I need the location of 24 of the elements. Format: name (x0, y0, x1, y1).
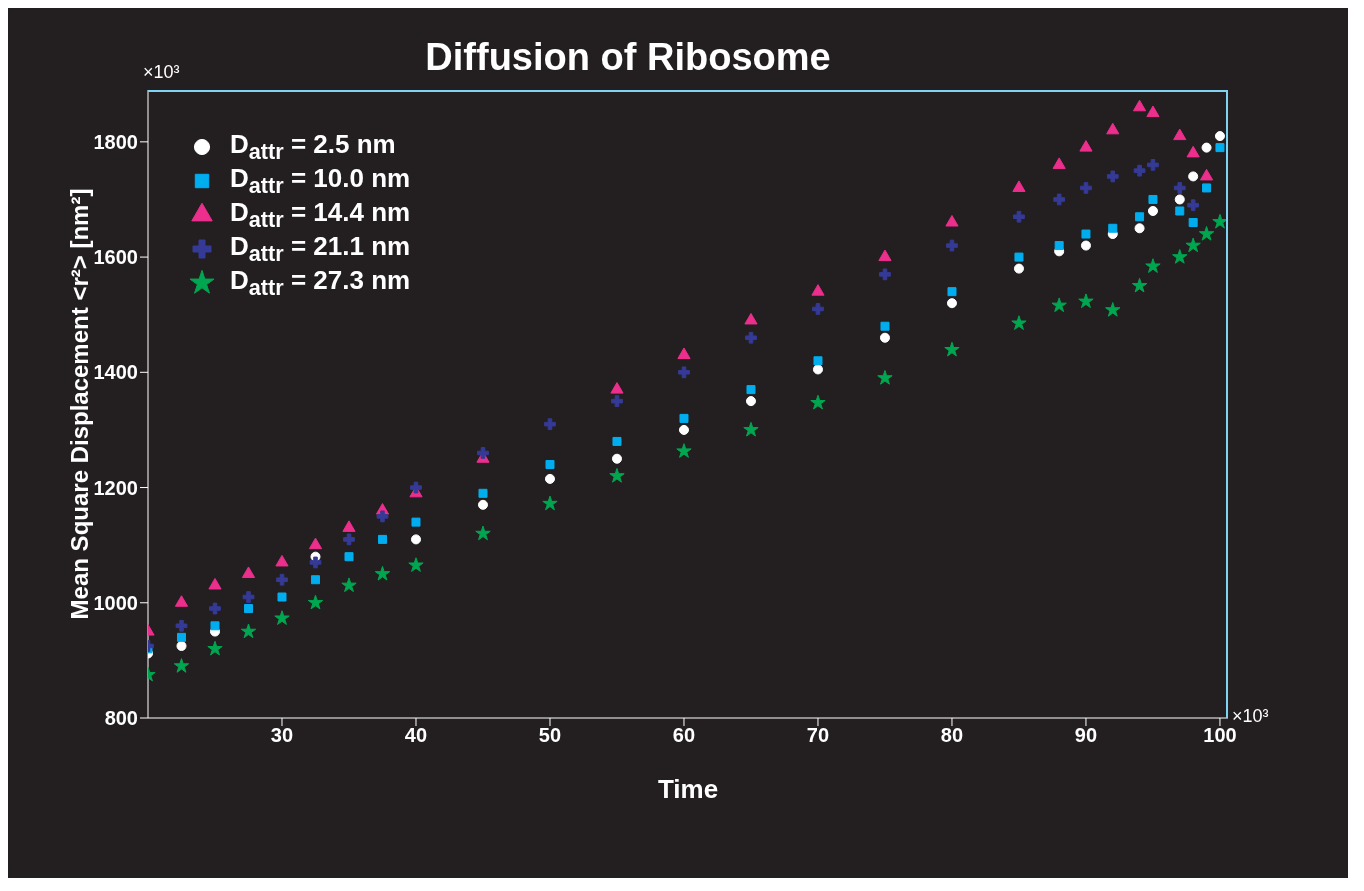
x-tick-label: 100 (1203, 724, 1237, 747)
text: ×10³ (143, 62, 180, 83)
y-tick-label: 1200 (93, 476, 138, 499)
legend-label: D$_{attr}$ = 10.0 nm (230, 162, 411, 199)
y-tick-label: 1600 (93, 246, 138, 269)
x-tick-label: 80 (940, 724, 964, 747)
x-tick-label: 40 (404, 724, 428, 747)
legend-label: D$_{attr}$ = 27.3 nm (230, 264, 411, 302)
y-tick-label: 1400 (93, 361, 138, 384)
y-axis-title: Mean Square Displacement <r²> [nm²] (66, 188, 93, 620)
x-tick-label: 90 (1074, 724, 1098, 747)
y-tick-label: 1800 (93, 130, 138, 153)
legend-label: D$_{attr}$ = 2.5 nm (230, 128, 396, 165)
y-tick-label: 800 (104, 707, 138, 730)
x-tick-label: 50 (538, 724, 562, 747)
x-tick-label: 70 (806, 724, 830, 747)
x-tick-label: 30 (270, 724, 294, 747)
legend-label: D$_{attr}$ = 14.4 nm (230, 196, 411, 233)
x-axis-title: Time (657, 774, 719, 804)
x-tick-label: 60 (672, 724, 696, 747)
y-tick-label: 1000 (93, 591, 138, 614)
legend-label: D$_{attr}$ = 21.1 nm (230, 230, 411, 267)
chart-title: Diffusion of Ribosome (425, 36, 831, 78)
text: ×10³ (1232, 706, 1269, 727)
